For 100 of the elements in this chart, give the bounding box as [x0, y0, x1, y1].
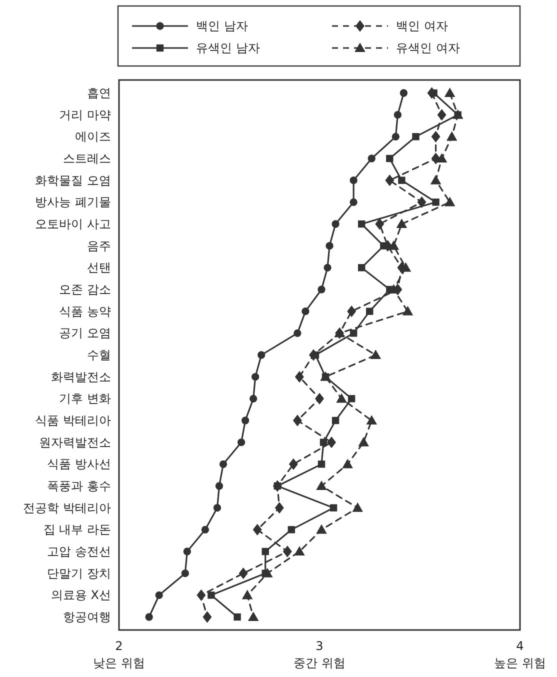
y-tick-label: 화력발전소 [51, 370, 111, 384]
point [242, 590, 253, 600]
y-tick-label: 집 내부 라돈 [43, 522, 111, 537]
point [332, 220, 340, 228]
point [302, 308, 310, 316]
legend-label: 백인 남자 [196, 19, 248, 33]
point [412, 133, 420, 140]
point [252, 373, 260, 381]
y-tick-label: 선탠 [87, 260, 111, 275]
point [446, 131, 458, 141]
y-tick-label: 기후 변화 [59, 392, 111, 406]
point [316, 480, 327, 490]
y-tick-label: 고압 송전선 [47, 544, 111, 558]
point [398, 176, 406, 184]
point [332, 416, 340, 424]
y-tick-label: 공기 오염 [59, 326, 111, 340]
y-tick-label: 단말기 장치 [47, 566, 111, 580]
point [282, 546, 292, 558]
point [181, 570, 189, 578]
point [201, 526, 210, 534]
point [294, 546, 305, 556]
y-tick-label: 식품 방사선 [47, 457, 111, 472]
point [208, 592, 215, 599]
point [252, 524, 262, 536]
point [292, 414, 302, 426]
point [437, 108, 446, 121]
point [262, 568, 273, 578]
point [262, 548, 269, 556]
point [430, 174, 442, 184]
point [234, 613, 241, 621]
point [215, 482, 224, 490]
y-tick-label: 흡연 [87, 86, 111, 100]
point [385, 174, 394, 186]
point [202, 611, 212, 623]
point [358, 264, 366, 272]
y-tick-label: 화학물질 오염 [35, 173, 111, 188]
point [250, 394, 258, 402]
point [368, 154, 376, 162]
point [350, 198, 358, 206]
x-tick-label: 2 낮은 위험 [93, 639, 145, 670]
y-tick-label: 식품 농약 [59, 304, 111, 318]
point [241, 416, 250, 424]
point [394, 111, 402, 119]
legend-label: 유색인 여자 [396, 41, 460, 55]
point [436, 153, 448, 163]
point [327, 436, 336, 448]
point [386, 154, 394, 162]
y-tick-label: 의료용 X선 [50, 588, 111, 602]
point [444, 88, 456, 98]
point [444, 196, 456, 206]
y-tick-label: 오존 감소 [59, 282, 111, 296]
point [375, 218, 384, 230]
point [352, 502, 363, 512]
point [258, 351, 266, 359]
point [155, 591, 163, 599]
point [366, 415, 378, 425]
point [330, 504, 338, 512]
point [248, 612, 259, 622]
point [237, 438, 246, 446]
legend-label: 백인 여자 [396, 19, 448, 33]
point [392, 132, 400, 140]
point [288, 526, 296, 534]
point [358, 220, 366, 228]
x-tick-label: 3 중간 위험 [294, 639, 346, 670]
point [396, 218, 408, 228]
y-tick-label: 거리 마약 [59, 108, 111, 122]
point [348, 395, 356, 402]
point [350, 330, 358, 337]
point [145, 613, 153, 621]
y-tick-label: 오토바이 사고 [35, 217, 111, 231]
y-tick-label: 식품 박테리아 [35, 414, 111, 428]
point [318, 286, 326, 294]
point [326, 242, 334, 250]
point [315, 392, 324, 405]
y-tick-label: 폭풍과 홍수 [47, 479, 111, 493]
point [358, 436, 370, 446]
y-tick-label: 전공학 박테리아 [23, 500, 111, 515]
point [183, 548, 191, 556]
point [238, 567, 248, 580]
point [350, 176, 358, 184]
point [400, 262, 412, 272]
y-tick-label: 항공여행 [63, 610, 111, 624]
point [336, 393, 347, 403]
point [274, 502, 284, 514]
point [402, 306, 414, 316]
point [432, 198, 440, 206]
y-tick-label: 스트레스 [63, 152, 111, 166]
point [417, 196, 426, 208]
point [294, 329, 302, 337]
point [388, 240, 400, 250]
point [400, 89, 408, 97]
point [219, 460, 228, 468]
legend-label: 유색인 남자 [196, 41, 260, 55]
point [316, 524, 327, 534]
point [196, 589, 206, 602]
point [366, 308, 374, 315]
y-tick-label: 에이즈 [75, 130, 111, 144]
point [294, 370, 304, 383]
point [324, 264, 332, 272]
y-tick-label: 음주 [87, 238, 111, 253]
